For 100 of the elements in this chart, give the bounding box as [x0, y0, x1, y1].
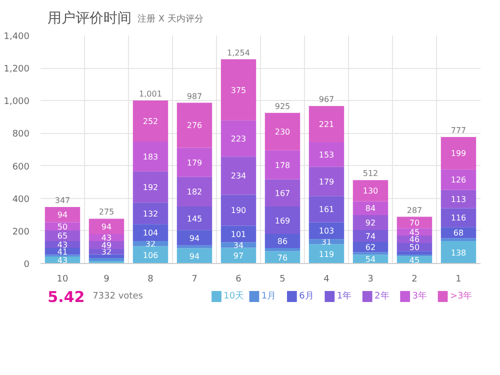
bar	[440, 136, 476, 170]
x-tick-label: 9	[104, 274, 110, 284]
data-label: 179	[318, 178, 334, 186]
y-tick-label: 0	[24, 260, 30, 270]
data-label: 221	[318, 120, 334, 130]
data-label: 86	[277, 237, 288, 246]
data-label: 101	[230, 230, 246, 239]
bar	[308, 196, 344, 222]
bar	[440, 241, 476, 264]
x-tick-label: 2	[412, 274, 418, 284]
data-label: 182	[186, 188, 202, 197]
bar	[440, 169, 476, 190]
data-label: 179	[186, 158, 202, 168]
bar	[352, 252, 388, 255]
data-label: 94	[189, 234, 200, 243]
data-label: 276	[186, 121, 202, 130]
bar	[264, 179, 300, 206]
legend-label: 2年	[374, 290, 390, 302]
text: 7332 votes	[92, 292, 144, 302]
data-label: 183	[142, 152, 158, 162]
data-label: 41	[57, 247, 68, 256]
data-label: 54	[365, 255, 376, 264]
bar	[308, 166, 344, 196]
bar	[396, 251, 432, 255]
data-label: 76	[277, 253, 288, 262]
data-label: 190	[230, 206, 246, 216]
total-label: 987	[186, 92, 202, 101]
data-label: 116	[450, 214, 466, 223]
bar	[264, 150, 300, 180]
data-label: 97	[233, 252, 244, 261]
bar	[308, 142, 344, 167]
data-label: 178	[274, 160, 290, 170]
legend-label: 10天	[224, 290, 244, 302]
data-label: 252	[142, 117, 158, 126]
data-label: 34	[233, 240, 244, 250]
data-label: 94	[57, 210, 68, 220]
bar	[88, 258, 124, 262]
bar	[132, 224, 168, 242]
data-label: 230	[274, 128, 290, 137]
x-tick-label: 1	[456, 274, 462, 284]
text: 5.42	[48, 288, 85, 306]
y-tick-label: 1,200	[4, 64, 30, 75]
data-label: 92	[365, 218, 376, 228]
data-label: 45	[409, 256, 420, 265]
chart-title: 用户评价时间	[48, 10, 132, 26]
y-tick-label: 600	[12, 162, 30, 172]
data-label: 46	[409, 235, 420, 244]
data-label: 68	[453, 228, 464, 238]
data-label: 119	[318, 250, 334, 259]
bar	[176, 176, 212, 206]
bar	[176, 248, 212, 264]
bar	[132, 142, 168, 172]
bar	[132, 171, 168, 203]
y-tick-label: 200	[12, 227, 30, 238]
bar	[220, 120, 256, 157]
total-label: 275	[98, 208, 114, 217]
total-label: 1,001	[139, 89, 162, 98]
data-label: 167	[274, 188, 290, 198]
bar	[440, 208, 476, 228]
total-label: 777	[450, 126, 466, 135]
bar	[176, 230, 212, 246]
legend-label: 1年	[336, 290, 352, 302]
data-label: 169	[274, 216, 290, 226]
data-label: 192	[142, 182, 158, 192]
bar	[440, 190, 476, 208]
bar	[352, 180, 388, 202]
bar	[264, 206, 300, 234]
bar	[220, 194, 256, 226]
data-label: 94	[101, 222, 112, 232]
data-label: 43	[57, 240, 68, 250]
legend-label: >3年	[450, 290, 472, 302]
data-label: 43	[101, 234, 112, 243]
bar	[220, 59, 256, 120]
bar	[88, 218, 124, 234]
legend-label: 3年	[412, 290, 427, 302]
data-label: 223	[230, 134, 246, 144]
bar	[264, 248, 300, 252]
x-tick-label: 8	[148, 274, 154, 284]
data-label: 74	[365, 232, 376, 241]
bar	[220, 226, 256, 242]
bar	[220, 156, 256, 195]
bar	[176, 102, 212, 148]
data-label: 113	[450, 195, 466, 204]
y-tick-label: 400	[12, 194, 30, 205]
data-label: 50	[57, 222, 68, 232]
data-label: 62	[365, 243, 376, 252]
data-label: 132	[142, 209, 158, 218]
y-tick-label: 1,400	[4, 32, 30, 42]
data-label: 104	[142, 228, 158, 238]
data-label: 50	[409, 243, 420, 252]
bar	[176, 245, 212, 248]
data-label: 375	[230, 86, 246, 95]
bar	[440, 238, 476, 242]
data-label: 70	[409, 218, 420, 228]
bar	[132, 100, 168, 142]
data-label: 65	[57, 232, 68, 241]
data-label: 234	[230, 172, 246, 181]
total-label: 1,254	[227, 48, 250, 58]
bar	[308, 222, 344, 240]
bar	[308, 106, 344, 142]
